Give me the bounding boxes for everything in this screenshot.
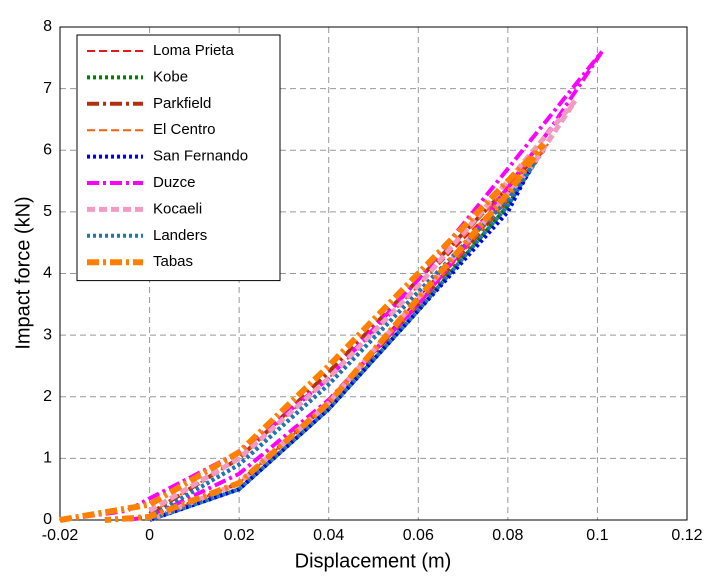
legend-label: Loma Prieta	[153, 42, 235, 59]
legend-label: Parkfield	[153, 95, 211, 112]
legend-label: Tabas	[153, 253, 193, 270]
x-tick-label: -0.02	[42, 527, 79, 544]
legend-label: El Centro	[153, 121, 216, 138]
y-tick-label: 8	[43, 18, 52, 35]
y-tick-label: 6	[43, 141, 52, 158]
y-tick-label: 3	[43, 326, 52, 343]
legend-box	[76, 34, 281, 282]
y-tick-label: 0	[43, 511, 52, 528]
plot-frame	[59, 26, 688, 521]
legend-label: Duzce	[153, 174, 196, 191]
y-tick-label: 1	[43, 450, 52, 467]
x-tick-label: 0	[145, 527, 154, 544]
x-tick-label: 0.04	[313, 527, 344, 544]
x-tick-label: 0.12	[671, 527, 702, 544]
legend-label: Landers	[153, 227, 207, 244]
legend-label: San Fernando	[153, 148, 248, 165]
y-axis-label: Impact force (kN)	[12, 196, 34, 349]
x-tick-label: 0.02	[224, 527, 255, 544]
x-tick-label: 0.1	[586, 527, 608, 544]
y-tick-label: 5	[43, 203, 52, 220]
y-tick-label: 4	[43, 265, 52, 282]
y-tick-label: 2	[43, 388, 52, 405]
x-tick-label: 0.06	[403, 527, 434, 544]
series-line	[148, 161, 537, 522]
legend-label: Kobe	[153, 68, 188, 85]
x-axis-label: Displacement (m)	[295, 550, 452, 572]
series-line	[59, 50, 604, 522]
x-tick-label: 0.08	[492, 527, 523, 544]
legend-label: Kocaeli	[153, 200, 202, 217]
y-tick-label: 7	[43, 80, 52, 97]
series-line	[59, 141, 547, 523]
series-line	[148, 99, 578, 523]
